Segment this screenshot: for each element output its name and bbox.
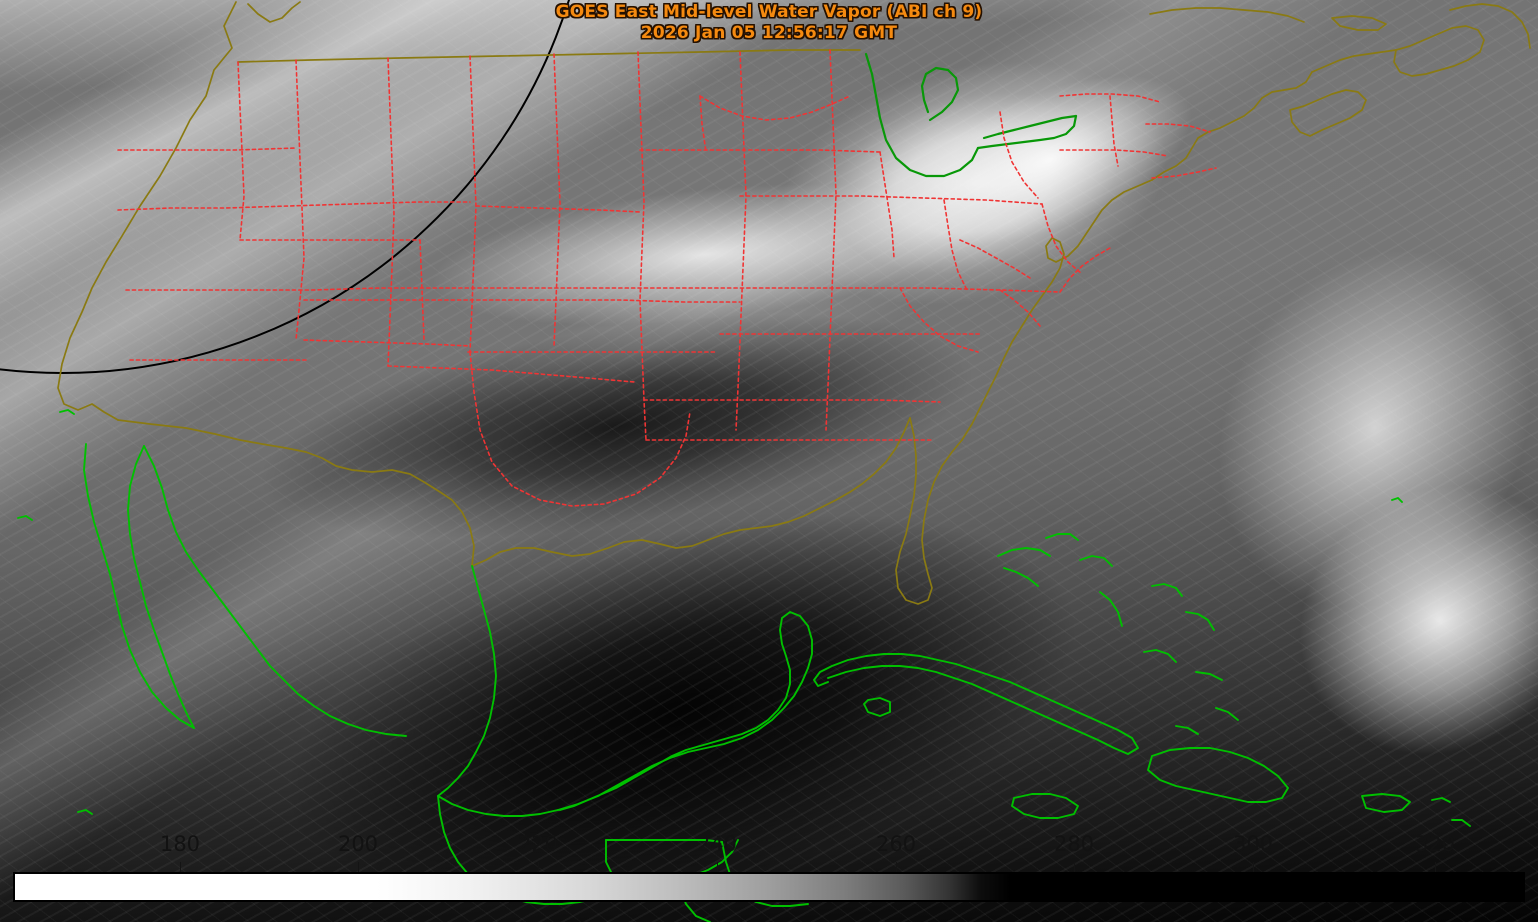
- colorbar-gradient: [13, 872, 1525, 902]
- colorbar-tick-label: 280: [1053, 832, 1095, 856]
- colorbar-tick: [358, 862, 359, 872]
- colorbar-tick: [896, 862, 897, 872]
- colorbar-tick: [1074, 862, 1075, 872]
- colorbar-tick: [1253, 862, 1254, 872]
- colorbar-tick-label: 320: [1414, 832, 1456, 856]
- colorbar-tick-label: 260: [875, 832, 917, 856]
- colorbar-tick-label: 200: [337, 832, 379, 856]
- colorbar-tick-label: 180: [159, 832, 201, 856]
- colorbar-tick: [538, 862, 539, 872]
- colorbar-tick-label: 220: [517, 832, 559, 856]
- colorbar-tick-label: 300: [1232, 832, 1274, 856]
- colorbar-tick: [180, 862, 181, 872]
- colorbar-tick: [717, 862, 718, 872]
- colorbar-tick-label: 240: [696, 832, 738, 856]
- colorbar-tick: [1435, 862, 1436, 872]
- colorbar: 180 200 220 240 260 280 300 320: [0, 830, 1538, 922]
